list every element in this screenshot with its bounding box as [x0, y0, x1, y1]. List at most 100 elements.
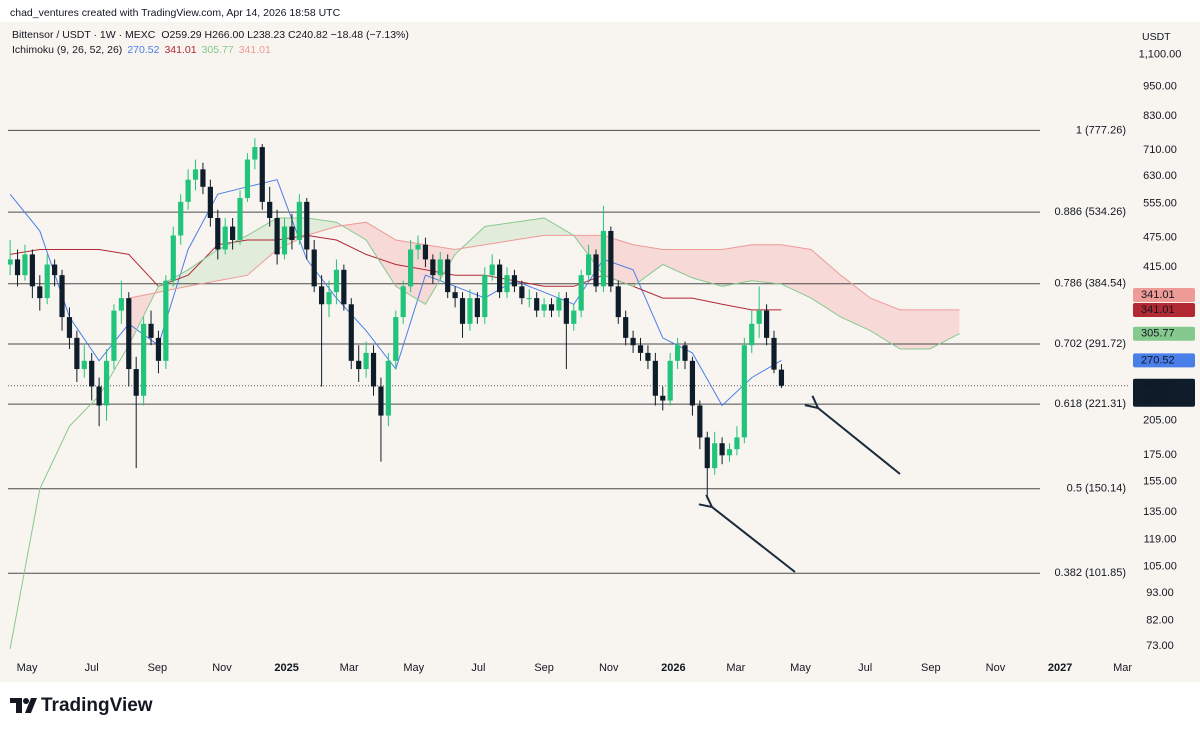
candle-body: [163, 280, 169, 361]
y-tick-label: 1,100.00: [1139, 49, 1182, 61]
x-tick-label: 2025: [274, 662, 298, 674]
candle-body: [497, 264, 503, 293]
cloud: [900, 309, 930, 350]
candle-body: [118, 298, 124, 311]
candle-body: [674, 345, 681, 361]
candle-body: [44, 264, 50, 299]
candle-body: [682, 345, 688, 361]
candle-body: [126, 298, 132, 370]
candle-body: [593, 254, 599, 287]
cloud: [751, 244, 782, 285]
x-tick-label: Nov: [986, 662, 1006, 674]
candle-body: [437, 259, 443, 276]
candle-body: [608, 230, 614, 287]
candle-body: [348, 304, 354, 361]
axis-unit: USDT: [1142, 31, 1171, 43]
candle-body: [763, 310, 770, 338]
x-tick-label: Jul: [858, 662, 872, 674]
candle-body: [22, 254, 28, 276]
candle-body: [200, 169, 206, 187]
candle-body: [155, 337, 162, 361]
x-tick-label: Sep: [534, 662, 554, 674]
candle-body: [311, 249, 317, 287]
cloud: [514, 217, 545, 241]
candle-body: [333, 269, 340, 293]
candle-body: [296, 201, 302, 241]
x-tick-label: May: [403, 662, 424, 674]
plot: [8, 129, 1130, 649]
y-tick-label: 175.00: [1143, 449, 1177, 461]
candle-body: [319, 286, 325, 305]
candle-body: [341, 269, 347, 305]
candle-body: [771, 337, 777, 370]
cloud: [870, 298, 901, 350]
annotation-arrow: [712, 507, 796, 573]
candle-body: [81, 360, 87, 370]
candle-body: [504, 275, 510, 293]
candle-body: [489, 264, 495, 276]
price-tag: [1133, 353, 1195, 368]
cloud: [188, 249, 218, 287]
candle-body: [645, 352, 651, 361]
candle-body: [281, 226, 288, 255]
ohlc: O259.29 H266.00 L238.23 C240.82 −18.48 (…: [161, 29, 409, 41]
indicator-legend: Ichimoku (9, 26, 52, 26) 270.52 341.01 305.…: [12, 44, 271, 56]
symbol: Bittensor / USDT · 1W · MEXC: [12, 29, 156, 41]
candle-body: [652, 360, 658, 396]
candle-body: [326, 292, 332, 305]
cloud: [247, 217, 278, 276]
x-tick-label: Jul: [471, 662, 485, 674]
candle-body: [511, 275, 518, 287]
y-tick-label: 475.00: [1143, 232, 1177, 244]
candle-body: [600, 230, 607, 287]
x-tick-label: May: [790, 662, 811, 674]
candle-body: [289, 226, 295, 241]
cloud: [366, 222, 396, 287]
y-tick-label: 950.00: [1143, 81, 1177, 93]
indicator-value: 270.52: [127, 44, 159, 56]
fib-label: 0.618 (221.31): [1054, 398, 1126, 410]
indicator-name: Ichimoku (9, 26, 52, 26): [12, 44, 122, 56]
brand-logo: [10, 698, 37, 713]
x-tick-label: Jul: [85, 662, 99, 674]
candle-body: [370, 352, 377, 387]
ichimoku-line: [10, 234, 782, 311]
candle-body: [66, 317, 73, 338]
candle-body: [541, 304, 547, 311]
indicator-value: 305.77: [202, 44, 234, 56]
price-tag: [1133, 378, 1195, 407]
fib-label: 0.382 (101.85): [1054, 567, 1126, 579]
candle-body: [586, 254, 592, 276]
indicator-value: 341.01: [239, 44, 271, 56]
cloud: [722, 244, 752, 287]
cloud: [484, 222, 515, 245]
candle-body: [526, 298, 532, 300]
price-tag: [1133, 302, 1195, 317]
candle-body: [452, 292, 458, 299]
candle-body: [148, 323, 154, 338]
candle-body: [207, 186, 213, 218]
cloud: [662, 249, 693, 278]
candle-body: [660, 395, 666, 401]
candle-body: [704, 437, 710, 469]
candle-body: [741, 345, 747, 438]
candle-body: [237, 197, 243, 241]
candle-body: [697, 405, 703, 438]
price-tag-label: 341.01: [1141, 304, 1175, 316]
chart-background: [0, 22, 1200, 682]
brand: TradingView: [41, 695, 153, 716]
fib-label: 0.702 (291.72): [1054, 338, 1126, 350]
candle-body: [734, 437, 740, 450]
price-tag: [1133, 287, 1195, 302]
y-tick-label: 415.00: [1143, 261, 1177, 273]
candle-body: [548, 304, 555, 311]
x-tick-label: Sep: [921, 662, 941, 674]
candle-body: [615, 286, 621, 318]
candle-body: [571, 310, 577, 324]
candle-body: [37, 286, 43, 299]
candle-body: [415, 244, 421, 250]
candle-body: [637, 345, 644, 353]
fib-label: 0.786 (384.54): [1054, 278, 1126, 290]
candle-body: [445, 259, 451, 293]
